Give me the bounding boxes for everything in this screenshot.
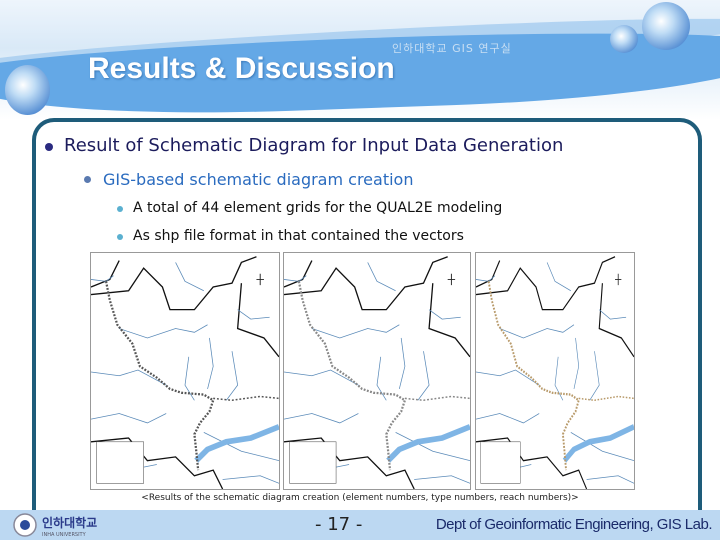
footer-bar [0,510,720,540]
basin-boundary [476,256,616,311]
stream-line [395,432,470,462]
orb-decoration [5,65,50,115]
stream-line [586,475,634,484]
schematic-reach [213,395,279,402]
slide-header: 인하대학교 GIS 연구실 Results & Discussion [0,0,720,120]
stream-line [476,413,540,424]
basin-boundary [476,260,501,288]
north-arrow-icon [447,273,456,286]
stream-line [573,337,580,390]
map-reach-numbers [475,252,635,490]
bullet-icon [45,143,53,151]
basin-boundary [91,260,120,288]
orb-decoration [610,25,638,53]
stream-line [311,324,400,339]
map-legend [289,441,337,484]
stream-line [91,369,167,386]
stream-line [284,413,359,424]
stream-line [476,369,540,386]
department-label: Dept of Geoinformatic Engineering, GIS L… [435,516,713,533]
stream-line [284,369,359,386]
stream-line [284,275,307,282]
basin-boundary [91,256,257,311]
stream-line [222,475,279,484]
stream-line [476,275,496,282]
stream-line [398,337,406,390]
stream-line [91,275,114,282]
basin-boundary [284,437,415,489]
stream-line [91,413,167,424]
stream-line [428,309,461,320]
figure-caption: <Results of the schematic diagram creati… [141,493,579,503]
bullet-icon [117,206,123,212]
svg-text:INHA UNIVERSITY: INHA UNIVERSITY [42,532,87,538]
main-river [386,424,470,463]
stream-line [203,432,279,462]
basin-boundary [476,437,588,489]
main-river [194,424,279,463]
map-element-numbers [90,252,280,490]
bullet-level3: A total of 44 element grids for the QUAL… [133,200,503,216]
stream-line [226,351,239,401]
north-arrow-icon [615,273,622,286]
basin-boundary [91,437,224,489]
main-river [562,424,634,463]
stream-line [589,351,600,401]
stream-line [184,356,195,401]
map-type-numbers [283,252,471,490]
stream-line [367,262,396,292]
bullet-level2: GIS-based schematic diagram creation [103,170,414,189]
stream-line [546,262,571,292]
university-logo: 인하대학교 INHA UNIVERSITY [13,513,97,538]
stream-line [499,324,575,339]
stream-line [570,432,634,462]
stream-line [376,356,387,401]
bullet-icon [117,234,123,240]
basin-boundary [236,283,279,358]
bullet-icon [84,176,91,183]
basin-boundary [428,283,470,358]
basin-boundary [284,260,313,288]
stream-line [207,337,214,390]
north-arrow-icon [256,273,264,286]
header-subtitle: 인하대학교 GIS 연구실 [392,42,512,55]
schematic-reach [578,395,634,402]
map-legend [480,441,521,484]
bullet-level3: As shp file format in that contained the… [133,228,464,244]
content-frame [32,118,702,518]
stream-line [554,356,564,401]
stream-line [417,351,430,401]
basin-boundary [284,256,448,311]
schematic-reach [104,281,215,471]
basin-boundary [598,283,634,358]
bullet-level1: Result of Schematic Diagram for Input Da… [64,135,564,156]
stream-line [599,309,627,320]
schematic-reach [487,281,580,471]
stream-line [237,309,270,320]
schematic-reach [297,281,407,471]
svg-text:인하대학교: 인하대학교 [42,515,97,530]
orb-decoration [642,2,690,50]
stream-line [175,262,204,292]
stream-line [119,324,208,339]
schematic-reach [404,395,470,402]
page-number: - 17 - [315,514,363,535]
map-legend [96,441,144,484]
stream-line [414,475,470,484]
slide-title: Results & Discussion [88,52,395,85]
